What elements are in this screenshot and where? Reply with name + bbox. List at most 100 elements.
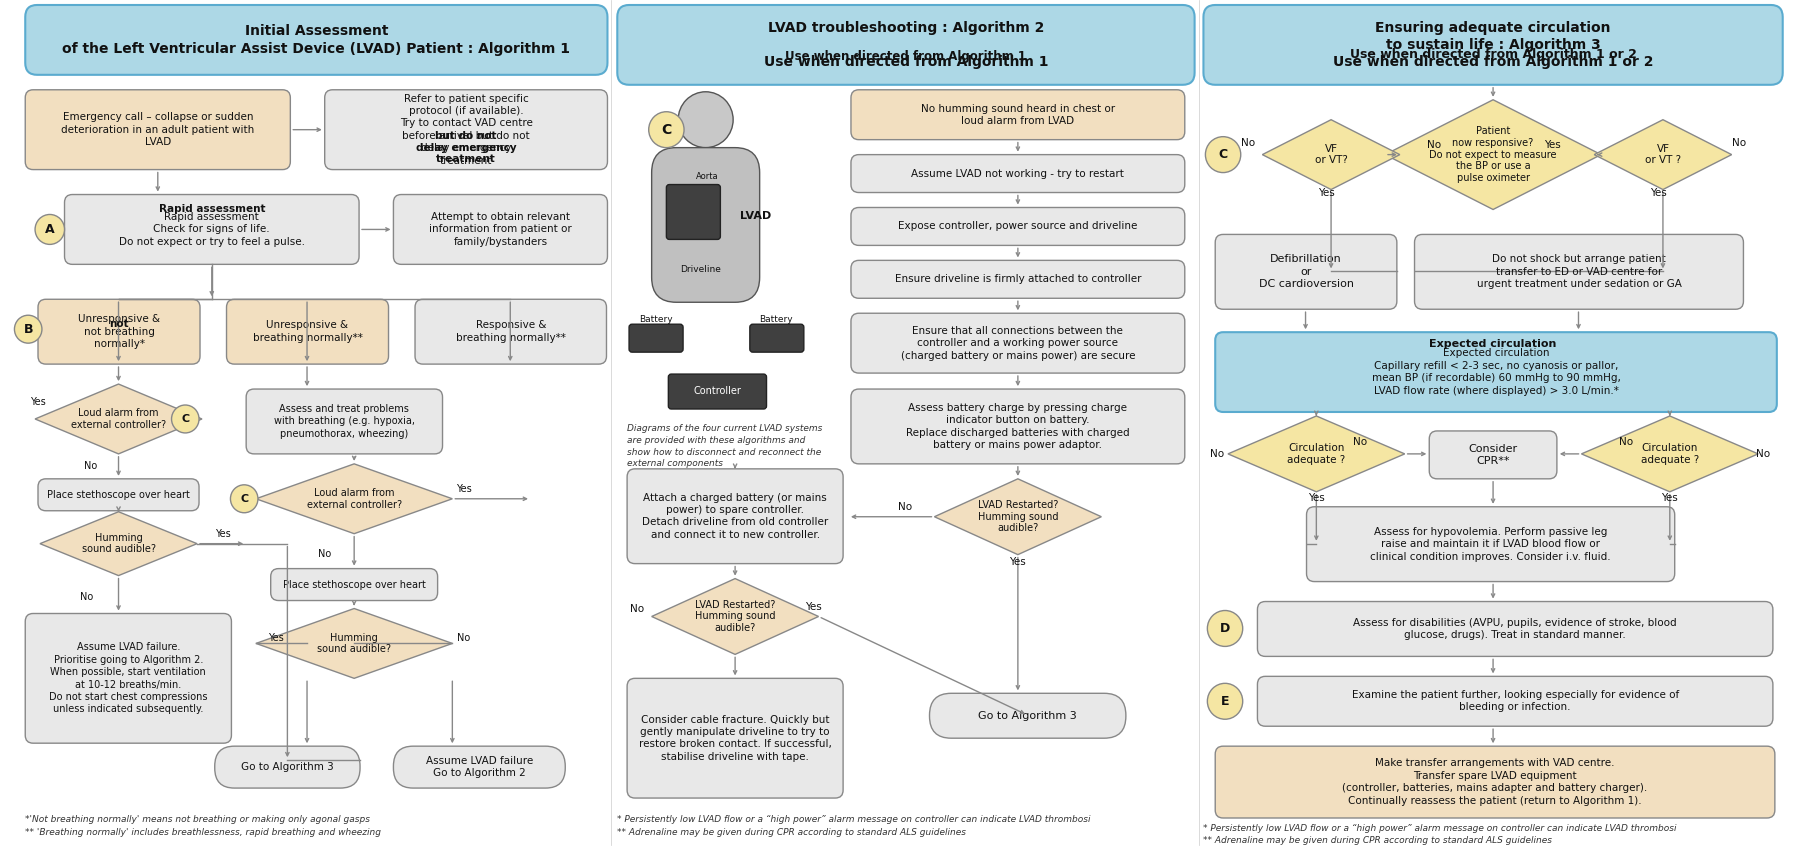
Text: ** Adrenaline may be given during CPR according to standard ALS guidelines: ** Adrenaline may be given during CPR ac… bbox=[617, 828, 967, 837]
Text: but do not
delay emergency
treatment: but do not delay emergency treatment bbox=[416, 131, 517, 164]
FancyBboxPatch shape bbox=[1204, 5, 1782, 85]
FancyBboxPatch shape bbox=[25, 5, 607, 75]
FancyBboxPatch shape bbox=[1415, 235, 1744, 309]
Text: Assume LVAD failure.
Prioritise going to Algorithm 2.
When possible, start venti: Assume LVAD failure. Prioritise going to… bbox=[49, 642, 207, 714]
FancyBboxPatch shape bbox=[1215, 746, 1775, 818]
Text: Go to Algorithm 3: Go to Algorithm 3 bbox=[979, 711, 1076, 721]
FancyBboxPatch shape bbox=[851, 90, 1184, 140]
Text: Use when directed from Algorithm 1 or 2: Use when directed from Algorithm 1 or 2 bbox=[1350, 48, 1636, 61]
Polygon shape bbox=[256, 608, 452, 678]
Text: Yes: Yes bbox=[1661, 493, 1678, 503]
FancyBboxPatch shape bbox=[617, 5, 1195, 85]
FancyBboxPatch shape bbox=[1429, 431, 1557, 479]
Circle shape bbox=[14, 315, 41, 343]
Text: C: C bbox=[182, 414, 189, 424]
FancyBboxPatch shape bbox=[25, 90, 290, 169]
Text: Humming
sound audible?: Humming sound audible? bbox=[317, 633, 391, 654]
Polygon shape bbox=[652, 579, 819, 655]
FancyBboxPatch shape bbox=[929, 694, 1125, 739]
Text: Refer to patient specific
protocol (if available).
Try to contact VAD centre
bef: Refer to patient specific protocol (if a… bbox=[400, 94, 533, 166]
Text: No: No bbox=[1354, 437, 1368, 447]
Circle shape bbox=[171, 405, 200, 433]
FancyBboxPatch shape bbox=[65, 195, 358, 264]
Circle shape bbox=[1208, 684, 1242, 719]
Text: No: No bbox=[1618, 437, 1633, 447]
Text: Attempt to obtain relevant
information from patient or
family/bystanders: Attempt to obtain relevant information f… bbox=[428, 212, 572, 246]
Text: No humming sound heard in chest or
loud alarm from LVAD: No humming sound heard in chest or loud … bbox=[922, 103, 1114, 126]
Circle shape bbox=[34, 214, 65, 245]
Text: A: A bbox=[45, 223, 54, 236]
Text: Assess for disabilities (AVPU, pupils, evidence of stroke, blood
glucose, drugs): Assess for disabilities (AVPU, pupils, e… bbox=[1354, 617, 1678, 640]
Text: Expose controller, power source and driveline: Expose controller, power source and driv… bbox=[898, 221, 1138, 231]
FancyBboxPatch shape bbox=[270, 568, 437, 601]
FancyBboxPatch shape bbox=[851, 389, 1184, 464]
Circle shape bbox=[679, 91, 733, 147]
FancyBboxPatch shape bbox=[227, 299, 389, 364]
Circle shape bbox=[230, 484, 257, 512]
Text: Yes: Yes bbox=[31, 397, 45, 407]
FancyBboxPatch shape bbox=[1307, 507, 1674, 582]
Text: No: No bbox=[1240, 138, 1255, 147]
FancyBboxPatch shape bbox=[666, 185, 720, 240]
Text: ** 'Breathing normally' includes breathlessness, rapid breathing and wheezing: ** 'Breathing normally' includes breathl… bbox=[25, 828, 382, 837]
Text: Examine the patient further, looking especially for evidence of
bleeding or infe: Examine the patient further, looking esp… bbox=[1352, 690, 1679, 712]
FancyBboxPatch shape bbox=[214, 746, 360, 788]
Text: ** Adrenaline may be given during CPR according to standard ALS guidelines: ** Adrenaline may be given during CPR ac… bbox=[1204, 836, 1552, 845]
Text: Emergency call – collapse or sudden
deterioration in an adult patient with
LVAD: Emergency call – collapse or sudden dete… bbox=[61, 113, 254, 147]
Text: E: E bbox=[1220, 695, 1229, 708]
Text: VF
or VT?: VF or VT? bbox=[1314, 144, 1348, 165]
Text: No: No bbox=[81, 591, 94, 601]
Text: Patient
now responsive?
Do not expect to measure
the BP or use a
pulse oximeter: Patient now responsive? Do not expect to… bbox=[1429, 126, 1557, 183]
Text: Assess and treat problems
with breathing (e.g. hypoxia,
pneumothorax, wheezing): Assess and treat problems with breathing… bbox=[274, 404, 414, 439]
Text: Responsive &
breathing normally**: Responsive & breathing normally** bbox=[455, 320, 565, 343]
Text: Ensure driveline is firmly attached to controller: Ensure driveline is firmly attached to c… bbox=[895, 274, 1141, 285]
Text: Unresponsive &
not breathing
normally*: Unresponsive & not breathing normally* bbox=[77, 314, 160, 349]
Text: Controller: Controller bbox=[693, 386, 742, 396]
Text: * Persistently low LVAD flow or a “high power” alarm message on controller can i: * Persistently low LVAD flow or a “high … bbox=[1204, 824, 1678, 833]
Text: Do not shock but arrange patient
transfer to ED or VAD centre for
urgent treatme: Do not shock but arrange patient transfe… bbox=[1476, 254, 1681, 289]
Circle shape bbox=[648, 112, 684, 147]
Text: No: No bbox=[319, 549, 331, 559]
Polygon shape bbox=[34, 384, 202, 454]
Text: Yes: Yes bbox=[805, 601, 823, 612]
Text: Battery: Battery bbox=[639, 315, 673, 324]
Text: Assess for hypovolemia. Perform passive leg
raise and maintain it if LVAD blood : Assess for hypovolemia. Perform passive … bbox=[1370, 527, 1611, 562]
Text: Driveline: Driveline bbox=[680, 265, 722, 274]
Text: Aorta: Aorta bbox=[697, 172, 718, 181]
Text: LVAD: LVAD bbox=[740, 212, 770, 221]
FancyBboxPatch shape bbox=[25, 613, 232, 743]
FancyBboxPatch shape bbox=[851, 208, 1184, 246]
Text: Circulation
adequate ?: Circulation adequate ? bbox=[1640, 443, 1699, 465]
Text: Initial Assessment
of the Left Ventricular Assist Device (LVAD) Patient : Algori: Initial Assessment of the Left Ventricul… bbox=[63, 25, 571, 56]
Text: VF
or VT ?: VF or VT ? bbox=[1645, 144, 1681, 165]
FancyBboxPatch shape bbox=[38, 479, 200, 511]
Text: Assume LVAD failure
Go to Algorithm 2: Assume LVAD failure Go to Algorithm 2 bbox=[427, 756, 533, 778]
FancyBboxPatch shape bbox=[851, 155, 1184, 192]
Polygon shape bbox=[934, 479, 1102, 555]
FancyBboxPatch shape bbox=[38, 299, 200, 364]
Text: Consider cable fracture. Quickly but
gently manipulate driveline to try to
resto: Consider cable fracture. Quickly but gen… bbox=[639, 715, 832, 761]
FancyBboxPatch shape bbox=[1215, 235, 1397, 309]
Text: Unresponsive &
breathing normally**: Unresponsive & breathing normally** bbox=[252, 320, 362, 343]
Polygon shape bbox=[1228, 416, 1404, 492]
FancyBboxPatch shape bbox=[751, 324, 805, 352]
Text: Humming
sound audible?: Humming sound audible? bbox=[81, 533, 155, 555]
Text: Yes: Yes bbox=[214, 529, 230, 539]
Text: No: No bbox=[85, 461, 97, 471]
Text: not: not bbox=[108, 319, 128, 329]
Circle shape bbox=[1206, 136, 1240, 173]
Polygon shape bbox=[256, 464, 452, 534]
FancyBboxPatch shape bbox=[851, 260, 1184, 298]
Circle shape bbox=[1208, 611, 1242, 646]
Text: Go to Algorithm 3: Go to Algorithm 3 bbox=[241, 762, 333, 772]
Text: B: B bbox=[23, 323, 32, 335]
Text: *'Not breathing normally' means not breathing or making only agonal gasps: *'Not breathing normally' means not brea… bbox=[25, 815, 371, 824]
Text: Place stethoscope over heart: Place stethoscope over heart bbox=[47, 490, 191, 500]
Text: No: No bbox=[1210, 449, 1224, 459]
Text: LVAD troubleshooting : Algorithm 2

Use when directed from Algorithm 1: LVAD troubleshooting : Algorithm 2 Use w… bbox=[763, 20, 1048, 69]
FancyBboxPatch shape bbox=[247, 389, 443, 454]
Text: Loud alarm from
external controller?: Loud alarm from external controller? bbox=[70, 408, 166, 429]
Text: Loud alarm from
external controller?: Loud alarm from external controller? bbox=[306, 488, 401, 510]
FancyBboxPatch shape bbox=[1215, 332, 1777, 412]
Text: Ensure that all connections between the
controller and a working power source
(c: Ensure that all connections between the … bbox=[900, 326, 1136, 361]
